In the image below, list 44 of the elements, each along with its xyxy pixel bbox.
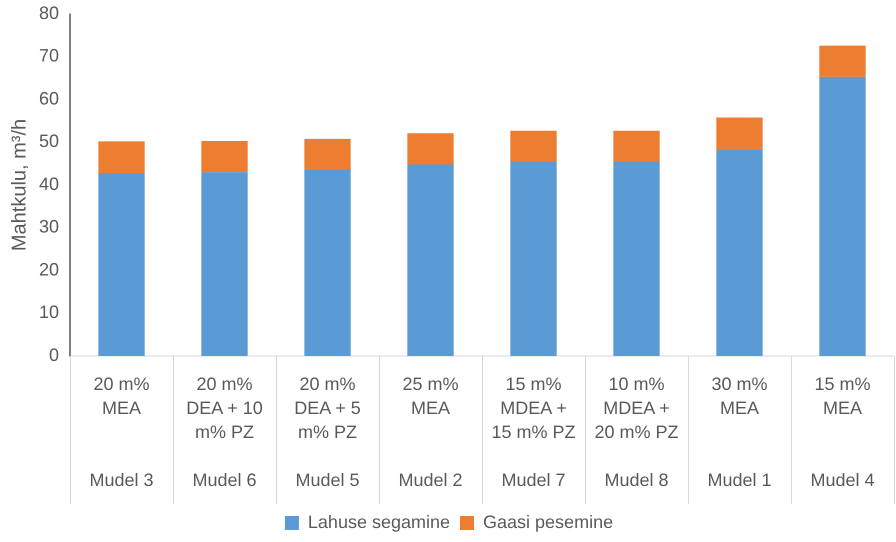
bar bbox=[98, 173, 145, 356]
y-axis-title: Mahtkulu, m³/h bbox=[8, 118, 31, 252]
bar bbox=[819, 46, 866, 77]
text: Mudel 7 bbox=[501, 470, 566, 490]
text: Mudel 2 bbox=[398, 470, 463, 490]
bar bbox=[510, 161, 557, 356]
x-tick-label: 20 m% DEA + 10 m% PZ bbox=[186, 374, 263, 442]
y-tick-label: 30 bbox=[38, 216, 60, 237]
bar bbox=[304, 170, 351, 356]
x-tick-label: 20 m% MEA bbox=[94, 374, 150, 418]
text: Mudel 3 bbox=[89, 470, 154, 490]
text: Mudel 4 bbox=[810, 470, 875, 490]
x-tick-label: 30 m% MEA bbox=[711, 374, 768, 418]
bar bbox=[407, 133, 454, 164]
y-tick-label: 20 bbox=[38, 259, 60, 280]
y-tick-label: 0 bbox=[49, 344, 60, 365]
x-tick-label: 15 m% MEA bbox=[814, 374, 871, 418]
bar bbox=[716, 117, 763, 150]
text: Mudel 6 bbox=[192, 470, 257, 490]
text: Mudel 8 bbox=[604, 470, 669, 490]
y-tick-label: 60 bbox=[38, 88, 60, 108]
y-tick-label: 70 bbox=[38, 46, 60, 66]
bar bbox=[98, 141, 145, 174]
x-tick-label: 25 m% MEA bbox=[402, 374, 459, 418]
text: Mudel 5 bbox=[295, 470, 360, 490]
bar bbox=[613, 161, 660, 356]
legend-label: Lahuse segamine bbox=[308, 512, 450, 532]
x-tick-label: 15 m% MDEA + 15 m% PZ bbox=[491, 374, 576, 442]
x-tick-label: 20 m% DEA + 5 m% PZ bbox=[294, 374, 361, 442]
y-tick-label: 80 bbox=[38, 2, 60, 23]
bar bbox=[304, 138, 351, 170]
y-tick-label: 40 bbox=[38, 174, 60, 194]
bar bbox=[407, 164, 454, 356]
bar bbox=[510, 130, 557, 162]
x-tick-label: 10 m% MDEA + 20 m% PZ bbox=[594, 374, 679, 442]
bar bbox=[201, 140, 248, 172]
bar bbox=[201, 172, 248, 356]
text: Mudel 1 bbox=[707, 470, 772, 490]
y-tick-label: 50 bbox=[38, 131, 60, 152]
y-tick-label: 10 bbox=[38, 302, 60, 322]
bar bbox=[716, 150, 763, 356]
legend-label: Gaasi pesemine bbox=[483, 512, 614, 532]
bar bbox=[613, 130, 660, 162]
bar bbox=[819, 76, 866, 356]
